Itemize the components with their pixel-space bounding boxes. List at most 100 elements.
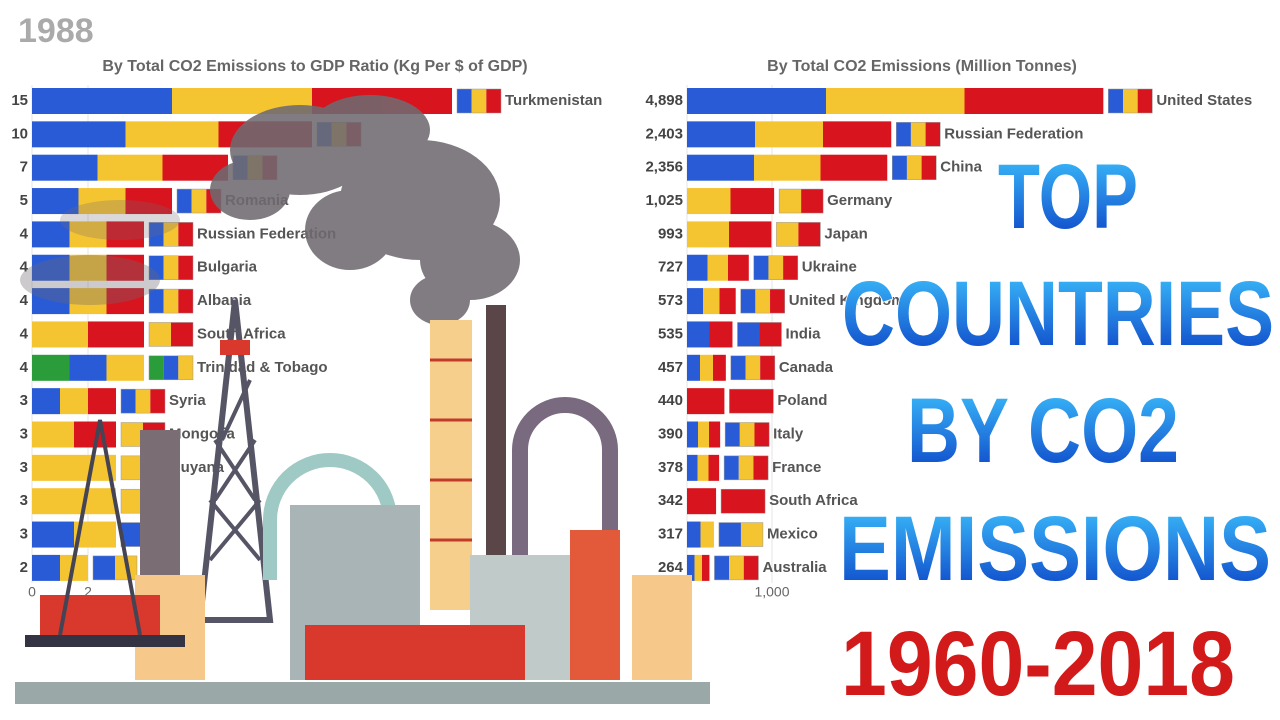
- category-label: Japan: [824, 225, 867, 242]
- flag: [148, 288, 194, 314]
- flag: [737, 322, 782, 347]
- flag: [148, 255, 194, 280]
- bar: [32, 388, 116, 415]
- value-label: 440: [658, 392, 683, 409]
- value-label: 2,403: [645, 125, 683, 142]
- bar: [687, 254, 749, 281]
- value-label: 993: [658, 225, 683, 242]
- bar: [687, 354, 726, 381]
- category-label: Poland: [777, 392, 827, 409]
- value-label: 342: [658, 492, 683, 509]
- value-label: 4: [20, 359, 29, 376]
- flag: [892, 155, 937, 180]
- bar: [32, 521, 116, 548]
- bar: [687, 221, 772, 248]
- tower-bands: [430, 358, 472, 542]
- bar: [687, 154, 888, 181]
- pipe: [263, 453, 397, 580]
- flag: [723, 455, 769, 481]
- bar: [32, 154, 228, 181]
- flag: [729, 388, 774, 414]
- flag: [1108, 88, 1153, 114]
- bar: [32, 554, 88, 581]
- bar: [32, 488, 116, 515]
- bar: [687, 121, 892, 148]
- value-label: 3: [20, 459, 28, 476]
- bar: [687, 554, 710, 581]
- flag: [720, 488, 766, 514]
- x-tick-label: 1,000: [754, 584, 789, 600]
- rig-platform: [25, 635, 185, 647]
- bar: [687, 188, 775, 215]
- category-label: Albania: [197, 292, 252, 309]
- value-label: 317: [658, 526, 683, 543]
- category-label: Australia: [762, 559, 827, 576]
- value-label: 3: [20, 425, 28, 442]
- lattice: [208, 379, 262, 562]
- flag: [776, 222, 821, 247]
- category-label: Italy: [773, 425, 804, 442]
- category-label: India: [785, 325, 821, 342]
- value-label: 7: [20, 159, 28, 176]
- flag: [148, 322, 194, 347]
- flag: [718, 522, 764, 547]
- bar: [32, 188, 172, 215]
- value-label: 390: [658, 425, 683, 442]
- category-label: United States: [1156, 92, 1252, 109]
- value-label: 10: [11, 125, 28, 142]
- flag: [148, 222, 194, 247]
- flag: [740, 288, 785, 314]
- oil-rig: [58, 419, 142, 636]
- bar: [687, 421, 721, 448]
- value-label: 5: [20, 192, 28, 209]
- flag: [778, 188, 824, 214]
- factory-illustration: [15, 95, 710, 704]
- category-label: Bulgaria: [197, 259, 258, 276]
- value-label: 573: [658, 292, 683, 309]
- chimney: [486, 305, 506, 605]
- value-label: 727: [658, 259, 683, 276]
- headline-line: EMISSIONS: [839, 498, 1271, 600]
- charts: By Total CO2 Emissions to GDP Ratio (Kg …: [11, 58, 1252, 599]
- category-label: Germany: [827, 192, 893, 209]
- bar: [687, 88, 1104, 114]
- category-label: Turkmenistan: [505, 92, 602, 109]
- value-label: 4,898: [645, 92, 683, 109]
- category-label: South Africa: [769, 492, 858, 509]
- tank: [570, 530, 620, 680]
- flag: [730, 355, 776, 381]
- rig-deck: [40, 595, 160, 635]
- value-label: 4: [20, 325, 29, 342]
- bar: [32, 354, 144, 381]
- category-label: China: [940, 159, 982, 176]
- category-label: Ukraine: [802, 259, 857, 276]
- tower: [430, 320, 472, 610]
- value-label: 2,356: [645, 159, 683, 176]
- flag: [896, 122, 941, 147]
- ground: [15, 682, 710, 704]
- value-label: 4: [20, 292, 29, 309]
- bar: [687, 488, 717, 515]
- value-label: 1,025: [645, 192, 683, 209]
- building: [305, 625, 525, 680]
- x-tick-label: 0: [28, 584, 36, 600]
- bar: [32, 254, 144, 281]
- tank: [632, 575, 692, 680]
- flag: [120, 388, 166, 414]
- headline-line: TOP: [998, 146, 1138, 248]
- category-label: United Kingdom: [789, 292, 905, 309]
- bar: [32, 321, 144, 348]
- value-label: 15: [11, 92, 28, 109]
- chart-title: By Total CO2 Emissions to GDP Ratio (Kg …: [102, 58, 527, 75]
- category-label: Syria: [169, 392, 206, 409]
- flag: [714, 555, 759, 581]
- value-label: 535: [658, 325, 683, 342]
- category-label: Canada: [779, 359, 834, 376]
- lattice-tower: [196, 299, 274, 623]
- headline-years: 1960-2018: [841, 613, 1235, 715]
- bar: [687, 321, 733, 348]
- pipe: [512, 397, 618, 560]
- bar: [687, 288, 736, 315]
- flag: [753, 255, 799, 280]
- chart-title: By Total CO2 Emissions (Million Tonnes): [767, 58, 1077, 75]
